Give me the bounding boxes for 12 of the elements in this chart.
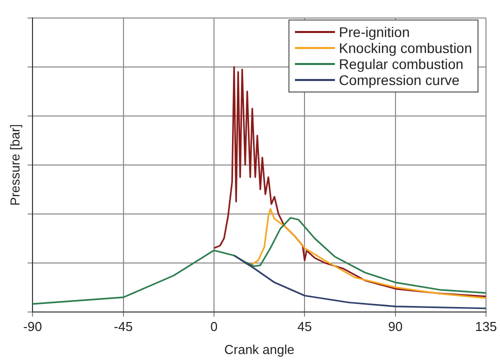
legend-label: Knocking combustion bbox=[338, 40, 472, 56]
x-tick-label: 0 bbox=[210, 319, 218, 334]
x-tick-label: 45 bbox=[297, 319, 312, 334]
legend-label: Compression curve bbox=[338, 72, 460, 88]
x-axis-title: Crank angle bbox=[224, 342, 294, 357]
x-tick-label: -45 bbox=[114, 319, 133, 334]
legend-label: Regular combustion bbox=[338, 56, 464, 72]
y-axis-title: Pressure [bar] bbox=[7, 124, 22, 206]
x-tick-label: 90 bbox=[388, 319, 403, 334]
x-tick-label: 135 bbox=[475, 319, 497, 334]
legend-label: Pre-ignition bbox=[338, 24, 410, 40]
x-tick-label: -90 bbox=[23, 319, 42, 334]
